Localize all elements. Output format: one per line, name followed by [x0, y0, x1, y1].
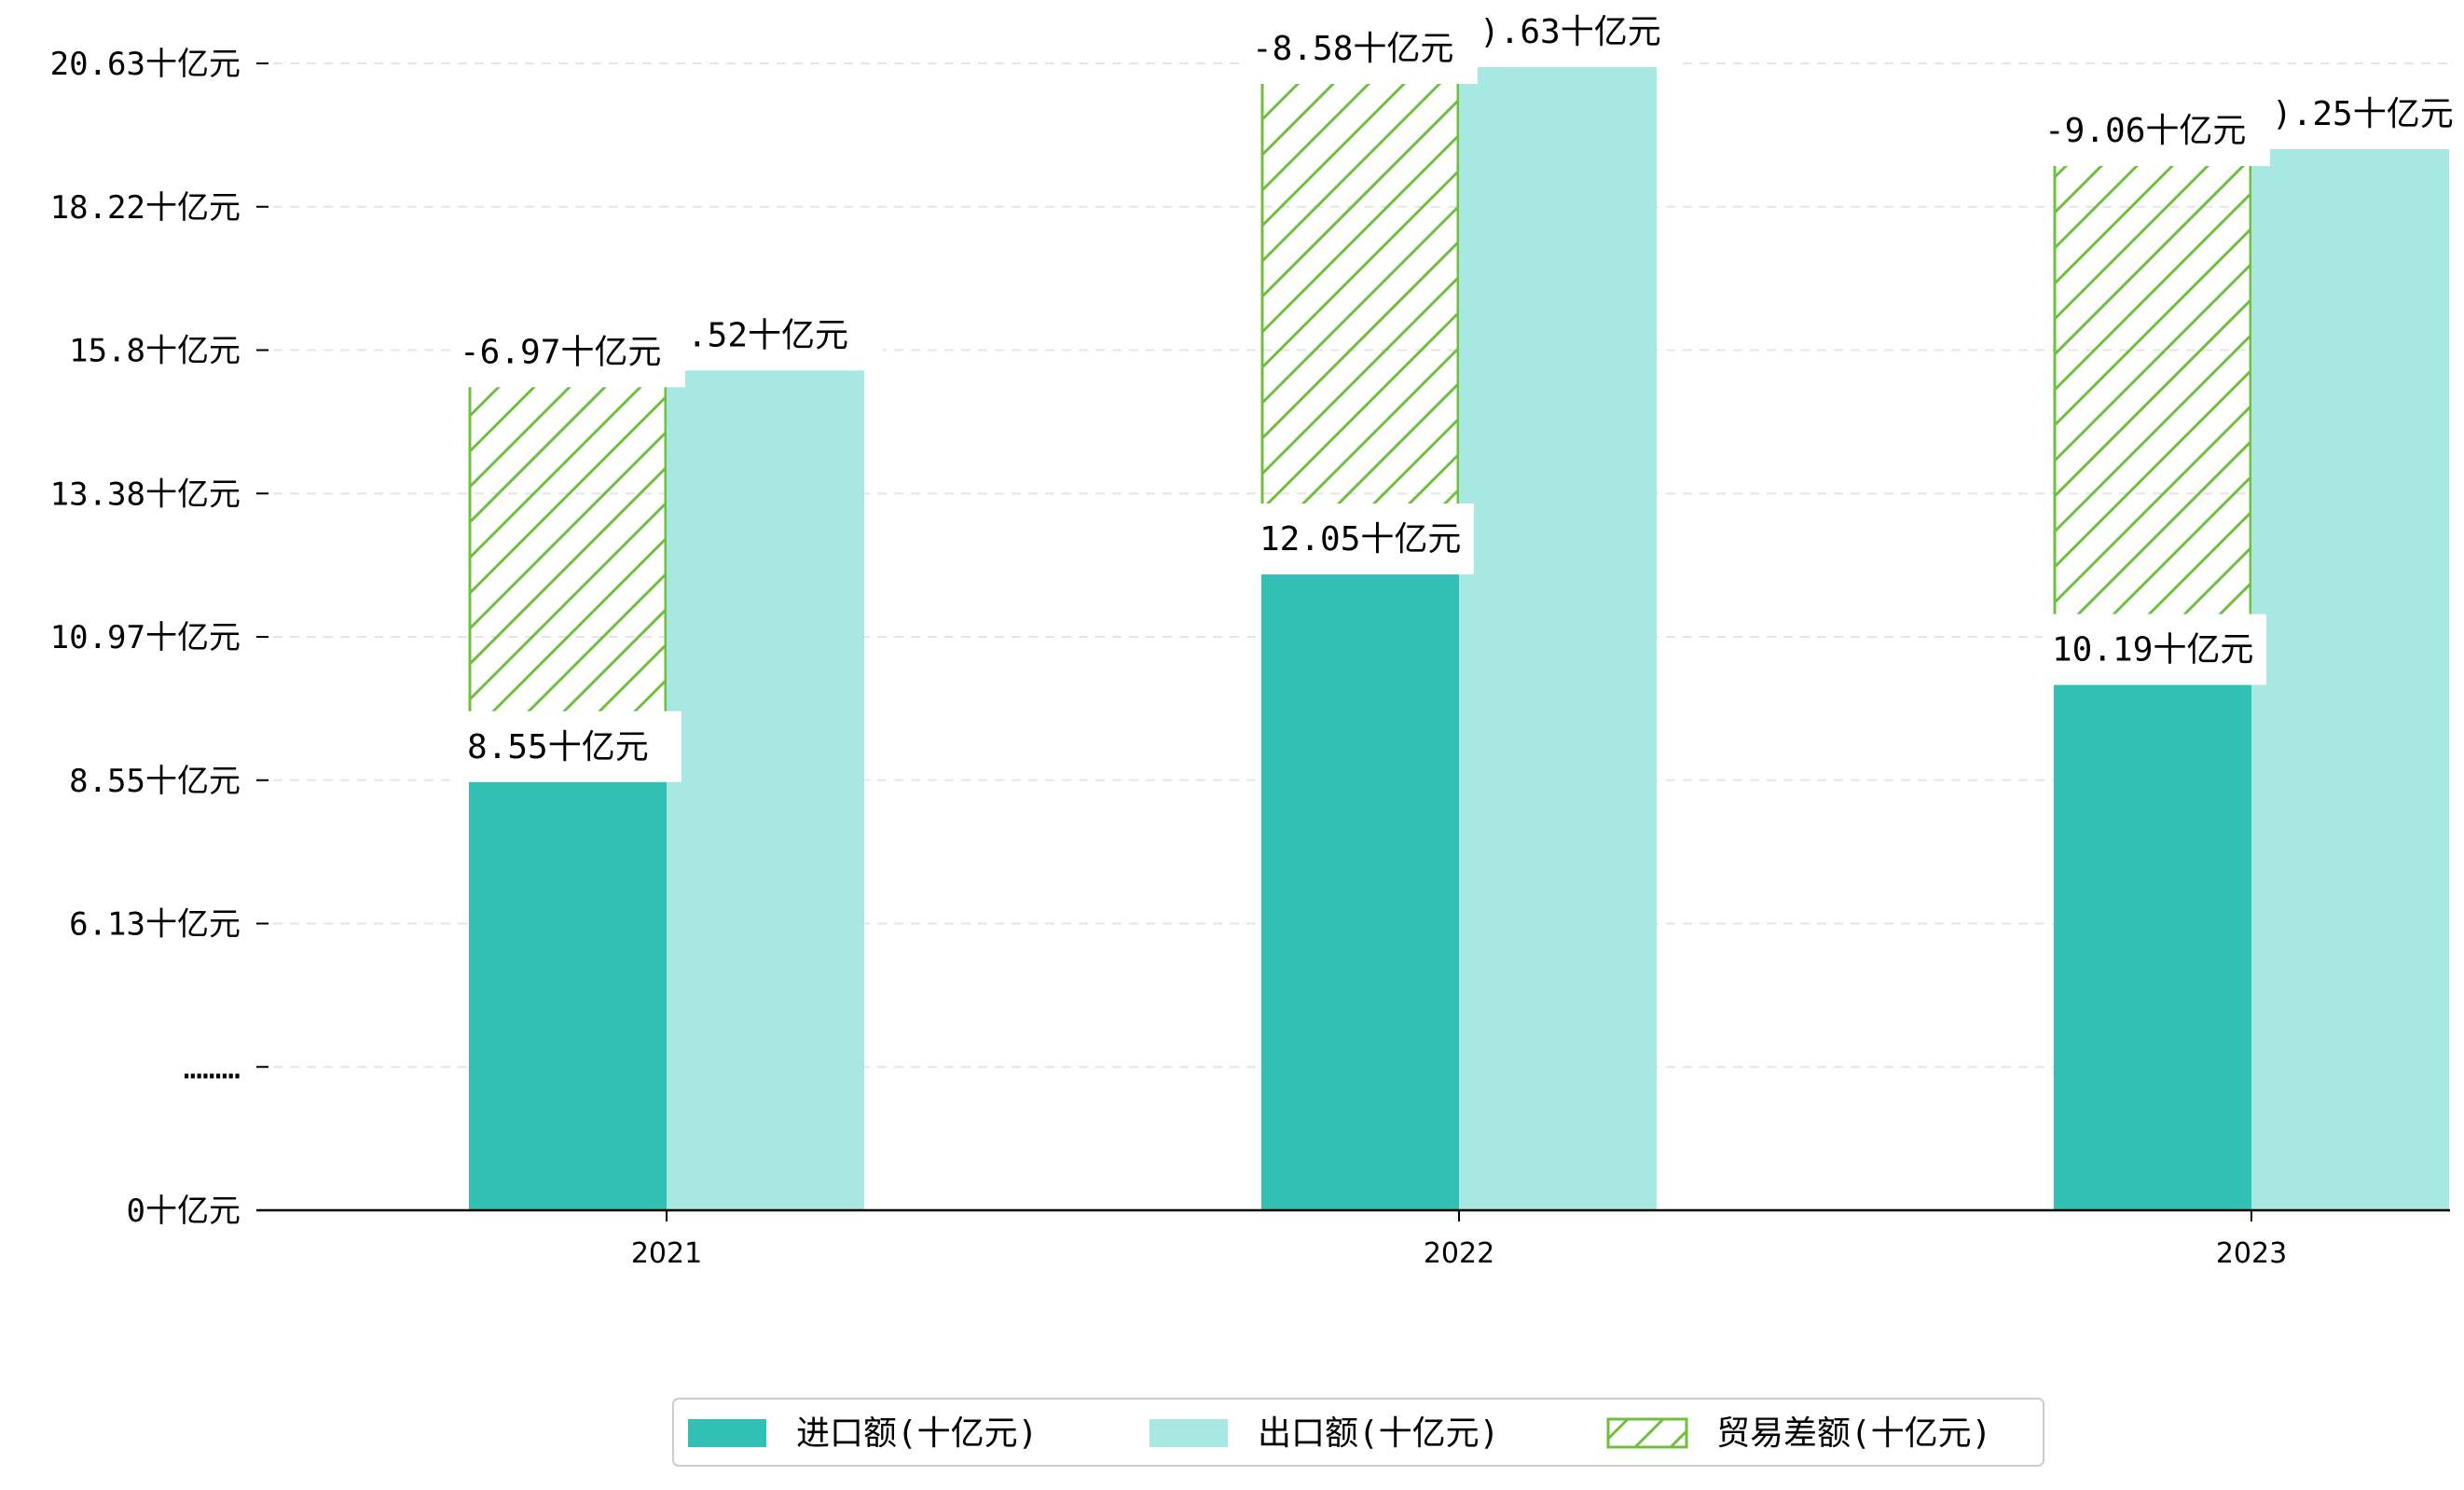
legend-label: 进口额(十亿元)	[796, 1414, 1038, 1453]
bars	[468, 63, 2449, 1210]
y-tick-label: 0十亿元	[127, 1193, 241, 1230]
import-data-label-box	[2043, 614, 2266, 685]
data-labels: .52十亿元 -6.97十亿元 8.55十亿元 ).63十亿元 -8.58十亿元 12.0…	[450, 0, 2464, 782]
export-data-label-box	[2263, 78, 2464, 150]
import-data-label-box	[1250, 504, 1474, 575]
import-bar	[469, 779, 667, 1210]
import-data-label: 12.05十亿元	[1260, 520, 1461, 559]
y-tick-label: 8.55十亿元	[69, 763, 241, 800]
y-tick-label: 20.63十亿元	[50, 46, 241, 83]
y-tick-label: 15.8十亿元	[69, 333, 241, 370]
import-bar	[1261, 573, 1459, 1210]
legend-swatch	[1606, 1417, 1688, 1449]
legend-frame	[672, 1398, 2044, 1467]
balance-bar	[2053, 162, 2252, 685]
export-data-label: ).25十亿元	[2272, 95, 2454, 133]
legend-label: 出口额(十亿元)	[1258, 1414, 1499, 1453]
balance-data-label-box	[2035, 95, 2270, 167]
import-data-label: 8.55十亿元	[467, 728, 649, 766]
balance-data-label: -9.06十亿元	[2044, 112, 2246, 150]
export-data-label: ).63十亿元	[1480, 13, 1661, 51]
legend: 进口额(十亿元) 出口额(十亿元) 贸易差额(十亿元)	[672, 1398, 2044, 1467]
balance-data-label-box	[1243, 13, 1478, 84]
y-tick-label: 13.38十亿元	[50, 476, 241, 513]
y-tick-label: ………	[184, 1049, 241, 1086]
export-bar	[1459, 63, 1657, 1210]
balance-data-label-box	[450, 316, 685, 388]
export-data-label-box	[1470, 0, 1675, 67]
legend-swatch	[1149, 1419, 1228, 1447]
import-data-label-box	[458, 711, 681, 782]
balance-bar	[1260, 80, 1460, 574]
x-axis: 2021 2022 2023	[256, 1208, 2450, 1270]
export-data-label: .52十亿元	[687, 316, 848, 354]
export-data-label-box	[678, 299, 883, 371]
import-data-label: 10.19十亿元	[2052, 631, 2253, 669]
legend-label: 贸易差额(十亿元)	[1716, 1414, 1991, 1453]
y-tick-label: 10.97十亿元	[50, 619, 241, 656]
y-tick-label: 6.13十亿元	[69, 906, 241, 944]
export-bar	[667, 366, 864, 1210]
balance-data-label: -8.58十亿元	[1252, 30, 1453, 68]
x-tick-label: 2021	[631, 1237, 702, 1270]
x-tick-label: 2022	[1424, 1237, 1494, 1270]
legend-swatch	[688, 1419, 766, 1447]
y-axis: 0十亿元 ……… 6.13十亿元 8.55十亿元 10.97十亿元 13.38十亿元 15.…	[50, 46, 268, 1230]
import-bar	[2054, 683, 2251, 1210]
balance-data-label: -6.97十亿元	[460, 333, 661, 371]
export-bar	[2251, 145, 2449, 1210]
y-tick-label: 18.22十亿元	[50, 189, 241, 227]
x-tick-label: 2023	[2216, 1237, 2287, 1270]
